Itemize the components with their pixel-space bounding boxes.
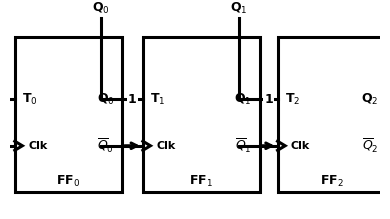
Text: Clk: Clk	[291, 141, 310, 151]
Text: Clk: Clk	[156, 141, 176, 151]
Text: T$_0$: T$_0$	[22, 92, 38, 107]
Text: Q$_2$: Q$_2$	[361, 92, 378, 107]
Text: FF$_0$: FF$_0$	[56, 173, 80, 189]
Text: Q$_1$: Q$_1$	[234, 92, 252, 107]
Text: Q$_1$: Q$_1$	[230, 1, 247, 16]
Text: T$_2$: T$_2$	[285, 92, 300, 107]
Text: $\overline{Q}_1$: $\overline{Q}_1$	[235, 137, 252, 155]
Text: Q$_0$: Q$_0$	[97, 92, 114, 107]
Bar	[143, 37, 259, 193]
Text: T$_1$: T$_1$	[151, 92, 166, 107]
Text: $\overline{Q}_0$: $\overline{Q}_0$	[98, 137, 114, 155]
Text: $\overline{Q}_2$: $\overline{Q}_2$	[362, 137, 378, 155]
Text: Clk: Clk	[28, 141, 47, 151]
Text: FF$_1$: FF$_1$	[189, 173, 213, 189]
Text: 1: 1	[128, 93, 137, 106]
Text: Q$_0$: Q$_0$	[92, 1, 110, 16]
Bar	[15, 37, 122, 193]
Bar	[278, 37, 386, 193]
Text: 1: 1	[264, 93, 273, 106]
Text: FF$_2$: FF$_2$	[320, 173, 344, 189]
